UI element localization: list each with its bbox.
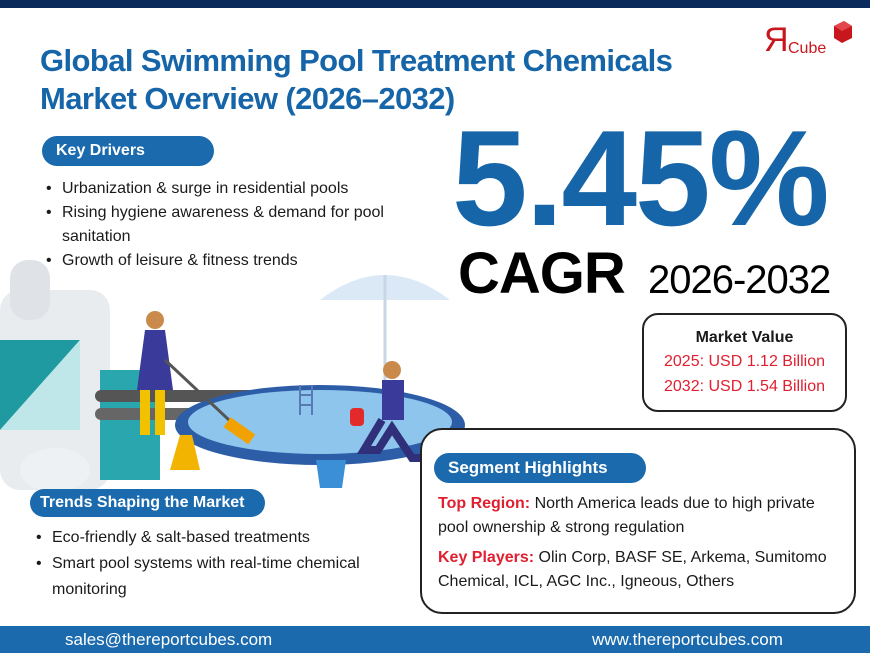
market-value-2025: 2025: USD 1.12 Billion [664, 353, 825, 370]
list-item: Eco-friendly & salt-based treatments [34, 525, 364, 551]
title-line-2: Market Overview (2026–2032) [40, 81, 455, 116]
title-line-1: Global Swimming Pool Treatment Chemicals [40, 43, 673, 78]
trends-list: Eco-friendly & salt-based treatments Sma… [34, 525, 364, 603]
trends-label: Trends Shaping the Market [40, 494, 245, 511]
svg-text:Я: Я [764, 21, 789, 58]
key-drivers-label: Key Drivers [56, 142, 145, 159]
key-players-label: Key Players: [438, 549, 535, 566]
segment-highlights-box: Segment Highlights Top Region: North Ame… [420, 428, 856, 614]
trends-pill: Trends Shaping the Market [30, 489, 265, 517]
cagr-value: 5.45% [452, 102, 830, 254]
svg-text:Cube: Cube [788, 40, 826, 57]
list-item: Smart pool systems with real-time chemic… [34, 551, 364, 603]
key-drivers-list: Urbanization & surge in residential pool… [44, 177, 424, 273]
page-title: Global Swimming Pool Treatment Chemicals… [40, 42, 673, 118]
top-bar [0, 0, 870, 8]
segment-highlights-pill: Segment Highlights [434, 453, 646, 483]
logo-cube-icon: Я Cube [764, 21, 852, 59]
top-region-label: Top Region: [438, 495, 531, 512]
cagr-period: 2026-2032 [648, 258, 831, 302]
key-players-text: Key Players: Olin Corp, BASF SE, Arkema,… [438, 546, 846, 594]
key-players-value: Olin Corp, BASF SE, Arkema, Sumitomo Che… [438, 549, 827, 590]
top-region-value: North America leads due to high private … [438, 495, 815, 536]
list-item: Urbanization & surge in residential pool… [44, 177, 424, 201]
market-value-2032: 2032: USD 1.54 Billion [664, 378, 825, 395]
footer-email-link[interactable]: sales@thereportcubes.com [65, 630, 273, 649]
top-region-text: Top Region: North America leads due to h… [438, 492, 846, 540]
list-item: Growth of leisure & fitness trends [44, 249, 424, 273]
footer: sales@thereportcubes.com www.thereportcu… [0, 626, 870, 653]
market-value-box: Market Value 2025: USD 1.12 Billion 2032… [642, 313, 847, 412]
cagr-label: CAGR [458, 241, 626, 306]
key-drivers-pill: Key Drivers [42, 136, 214, 166]
pool-illustration [0, 260, 465, 492]
footer-website-link[interactable]: www.thereportcubes.com [592, 630, 783, 649]
logo: Я Cube [764, 18, 854, 59]
segment-highlights-label: Segment Highlights [448, 458, 608, 477]
market-value-heading: Market Value [695, 329, 794, 346]
list-item: Rising hygiene awareness & demand for po… [44, 201, 424, 249]
